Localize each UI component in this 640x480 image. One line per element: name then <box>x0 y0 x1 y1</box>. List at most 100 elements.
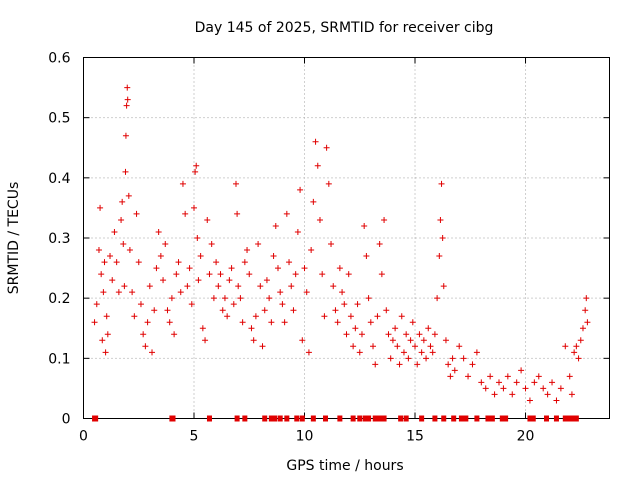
gap-marker <box>458 415 464 422</box>
gap-marker <box>234 415 240 422</box>
gap-marker <box>357 415 363 422</box>
data-point <box>120 241 127 248</box>
data-point <box>367 319 374 326</box>
data-point <box>277 289 284 296</box>
data-point <box>414 361 421 368</box>
data-point <box>234 210 241 217</box>
data-point <box>123 102 130 109</box>
gap-marker <box>206 415 212 422</box>
data-point <box>230 301 237 308</box>
data-point <box>449 355 456 362</box>
data-point <box>199 325 206 332</box>
data-point <box>566 373 573 380</box>
y-tick-label: 0 <box>62 412 71 428</box>
data-point <box>319 271 326 278</box>
data-point <box>358 331 365 338</box>
y-axis: 0 0.1 0.2 0.3 0.4 0.5 0.6 <box>48 51 610 428</box>
gap-marker <box>272 415 278 422</box>
data-point <box>491 391 498 398</box>
data-point <box>584 319 591 326</box>
data-point <box>310 198 317 205</box>
data-point <box>235 283 242 290</box>
data-point <box>237 295 244 302</box>
data-point <box>118 216 125 223</box>
data-point <box>246 271 253 278</box>
y-tick-label: 0.5 <box>48 111 70 127</box>
data-point <box>407 337 414 344</box>
data-point <box>345 271 352 278</box>
data-point <box>175 259 182 266</box>
data-point <box>376 241 383 248</box>
data-point <box>210 295 217 302</box>
data-point <box>299 337 306 344</box>
gap-marker <box>362 415 368 422</box>
data-point <box>544 391 551 398</box>
x-tick-label: 15 <box>406 429 424 445</box>
data-point <box>372 361 379 368</box>
data-point <box>389 337 396 344</box>
data-point <box>208 241 215 248</box>
data-point <box>460 355 467 362</box>
gap-marker <box>441 415 447 422</box>
data-point <box>217 271 224 278</box>
data-point <box>370 343 377 350</box>
data-point <box>193 162 200 169</box>
data-point <box>272 222 279 229</box>
data-point <box>312 138 319 145</box>
data-point <box>294 228 301 235</box>
data-point <box>103 313 110 320</box>
x-axis-label: GPS time / hours <box>286 458 403 474</box>
gap-marker <box>485 415 491 422</box>
x-axis: 0 5 10 15 20 <box>79 57 535 445</box>
data-point <box>518 367 525 374</box>
data-point <box>121 283 128 290</box>
data-point <box>418 349 425 356</box>
data-point <box>244 247 251 254</box>
data-point <box>93 301 100 308</box>
data-point <box>228 265 235 272</box>
data-point <box>396 361 403 368</box>
data-point <box>113 259 120 266</box>
data-point <box>361 222 368 229</box>
gap-marker <box>93 415 99 422</box>
data-point <box>204 216 211 223</box>
gap-marker <box>403 415 409 422</box>
data-point <box>288 283 295 290</box>
data-point <box>250 337 257 344</box>
data-point <box>122 132 129 139</box>
data-point <box>168 295 175 302</box>
x-tick-label: 20 <box>517 429 535 445</box>
data-point <box>281 319 288 326</box>
data-point <box>323 144 330 151</box>
data-point <box>526 397 533 404</box>
data-point <box>343 331 350 338</box>
data-point <box>91 319 98 326</box>
data-point <box>95 247 102 254</box>
data-point <box>301 265 308 272</box>
data-point <box>102 349 109 356</box>
gap-marker <box>463 415 469 422</box>
data-point <box>224 313 231 320</box>
data-point <box>286 259 293 266</box>
gap-marker <box>432 415 438 422</box>
gap-marker <box>562 415 568 422</box>
data-point <box>487 373 494 380</box>
data-point <box>239 319 246 326</box>
data-point <box>248 325 255 332</box>
data-point <box>583 295 590 302</box>
chart-title: Day 145 of 2025, SRMTID for receiver cib… <box>195 20 494 36</box>
gap-marker <box>419 415 425 422</box>
data-point <box>573 343 580 350</box>
data-point <box>140 331 147 338</box>
data-point <box>219 307 226 314</box>
data-point <box>213 259 220 266</box>
data-point <box>495 379 502 386</box>
data-point <box>442 337 449 344</box>
data-point <box>197 253 204 260</box>
data-point <box>549 379 556 386</box>
data-point <box>363 253 370 260</box>
data-point <box>356 349 363 356</box>
data-point <box>557 385 564 392</box>
data-point <box>182 210 189 217</box>
data-point <box>155 228 162 235</box>
